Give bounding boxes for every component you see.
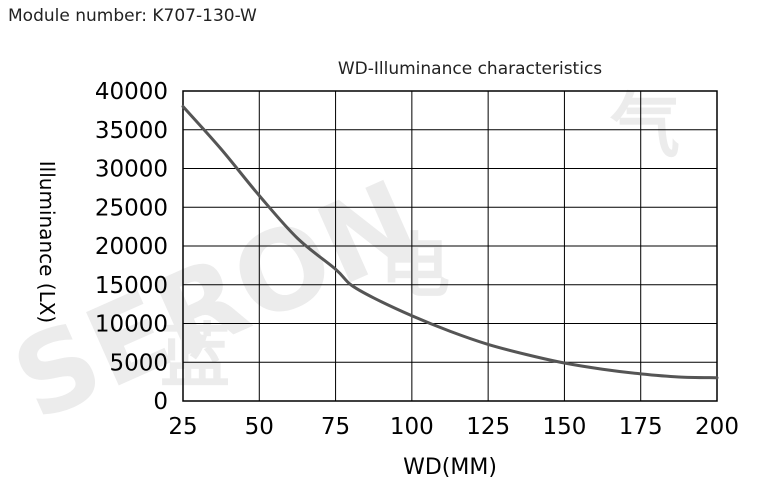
y-tick-label: 15000 [95, 273, 168, 299]
y-tick-label: 5000 [109, 350, 168, 376]
chart-title: WD-Illuminance characteristics [338, 59, 602, 79]
x-tick-label: 125 [466, 414, 510, 440]
x-tick-label: 100 [390, 414, 434, 440]
y-tick-label: 40000 [95, 79, 168, 105]
x-tick-label: 50 [245, 414, 274, 440]
x-tick-label: 25 [168, 414, 197, 440]
svg-text:气: 气 [610, 85, 680, 167]
chart-grid [182, 90, 718, 402]
x-axis-label: WD(MM) [403, 455, 497, 480]
y-tick-label: 20000 [95, 234, 168, 260]
tick-labels: 0 5000 10000 15000 20000 25000 30000 35000 40000… [95, 79, 739, 440]
x-tick-label: 200 [695, 414, 739, 440]
module-number-label: Module number: K707-130-W [8, 6, 257, 26]
y-axis-label: Illuminance (LX) [35, 161, 59, 323]
y-tick-label: 10000 [95, 312, 168, 338]
x-tick-label: 75 [321, 414, 350, 440]
svg-text:SERON: SERON [0, 156, 436, 446]
series-line [181, 105, 719, 380]
y-tick-label: 35000 [95, 118, 168, 144]
plot-frame [182, 90, 718, 402]
y-tick-label: 30000 [95, 157, 168, 183]
svg-text:电: 电 [380, 225, 450, 307]
y-tick-label: 0 [153, 389, 168, 415]
svg-text:蓝: 蓝 [160, 315, 230, 397]
x-tick-label: 150 [542, 414, 586, 440]
x-tick-label: 175 [619, 414, 663, 440]
y-tick-label: 25000 [95, 195, 168, 221]
